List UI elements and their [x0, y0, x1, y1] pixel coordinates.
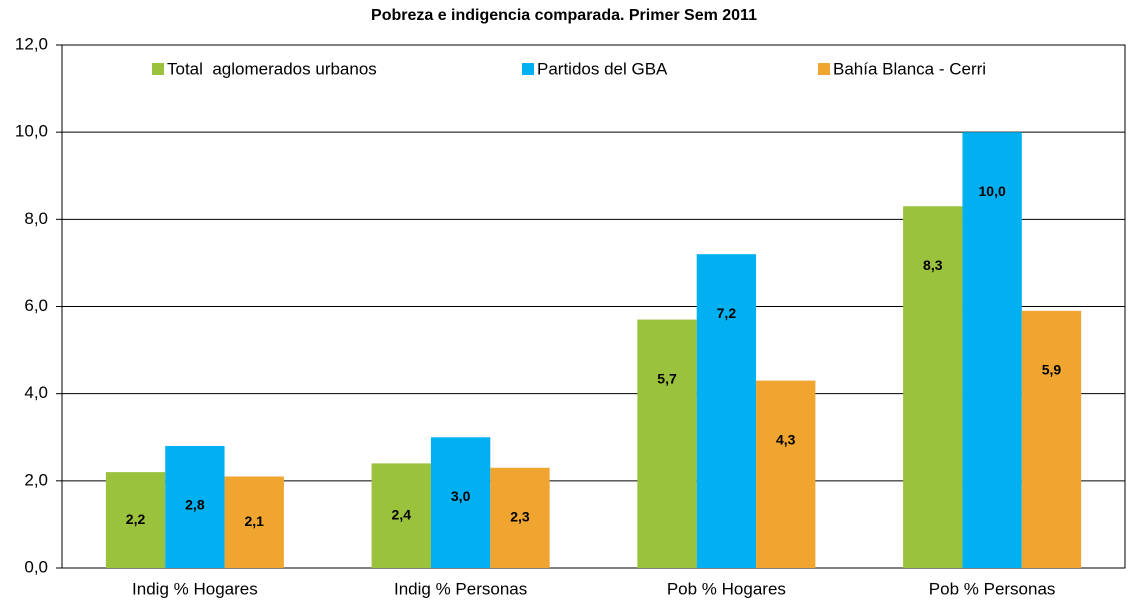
y-tick-label: 4,0 [24, 383, 48, 402]
chart-title: Pobreza e indigencia comparada. Primer S… [371, 7, 757, 24]
value-label: 5,7 [657, 370, 677, 386]
value-label: 2,4 [392, 506, 412, 522]
legend-label: Total aglomerados urbanos [167, 59, 377, 78]
y-tick-label: 0,0 [24, 557, 48, 576]
value-label: 2,1 [244, 513, 264, 529]
value-label: 2,8 [185, 497, 205, 513]
value-label: 3,0 [451, 488, 471, 504]
y-tick-label: 2,0 [24, 470, 48, 489]
value-label: 5,9 [1042, 362, 1062, 378]
y-tick-label: 8,0 [24, 209, 48, 228]
value-label: 8,3 [923, 257, 943, 273]
bar [962, 132, 1022, 568]
bar [696, 254, 757, 568]
bar [903, 206, 963, 568]
legend-label: Partidos del GBA [537, 59, 668, 78]
y-tick-label: 12,0 [15, 34, 48, 53]
bar [224, 476, 284, 568]
value-label: 4,3 [776, 431, 796, 447]
legend-label: Bahía Blanca - Cerri [833, 59, 986, 78]
value-label: 7,2 [717, 305, 737, 321]
y-tick-label: 10,0 [15, 122, 48, 141]
bar [637, 319, 697, 568]
bar [105, 472, 166, 568]
bar [756, 380, 816, 568]
legend-swatch [522, 63, 534, 75]
y-tick-label: 6,0 [24, 296, 48, 315]
bar [490, 467, 550, 568]
bar [1021, 310, 1082, 568]
x-tick-label: Indig % Hogares [132, 579, 258, 598]
bar [430, 437, 491, 568]
legend-swatch [818, 63, 830, 75]
x-tick-label: Indig % Personas [394, 579, 527, 598]
bar [165, 445, 225, 568]
value-label: 2,3 [510, 509, 530, 525]
bar [371, 463, 431, 568]
x-tick-label: Pob % Personas [929, 579, 1056, 598]
legend-swatch [152, 63, 164, 75]
value-label: 2,2 [126, 511, 146, 527]
x-tick-label: Pob % Hogares [667, 579, 786, 598]
value-label: 10,0 [979, 183, 1006, 199]
